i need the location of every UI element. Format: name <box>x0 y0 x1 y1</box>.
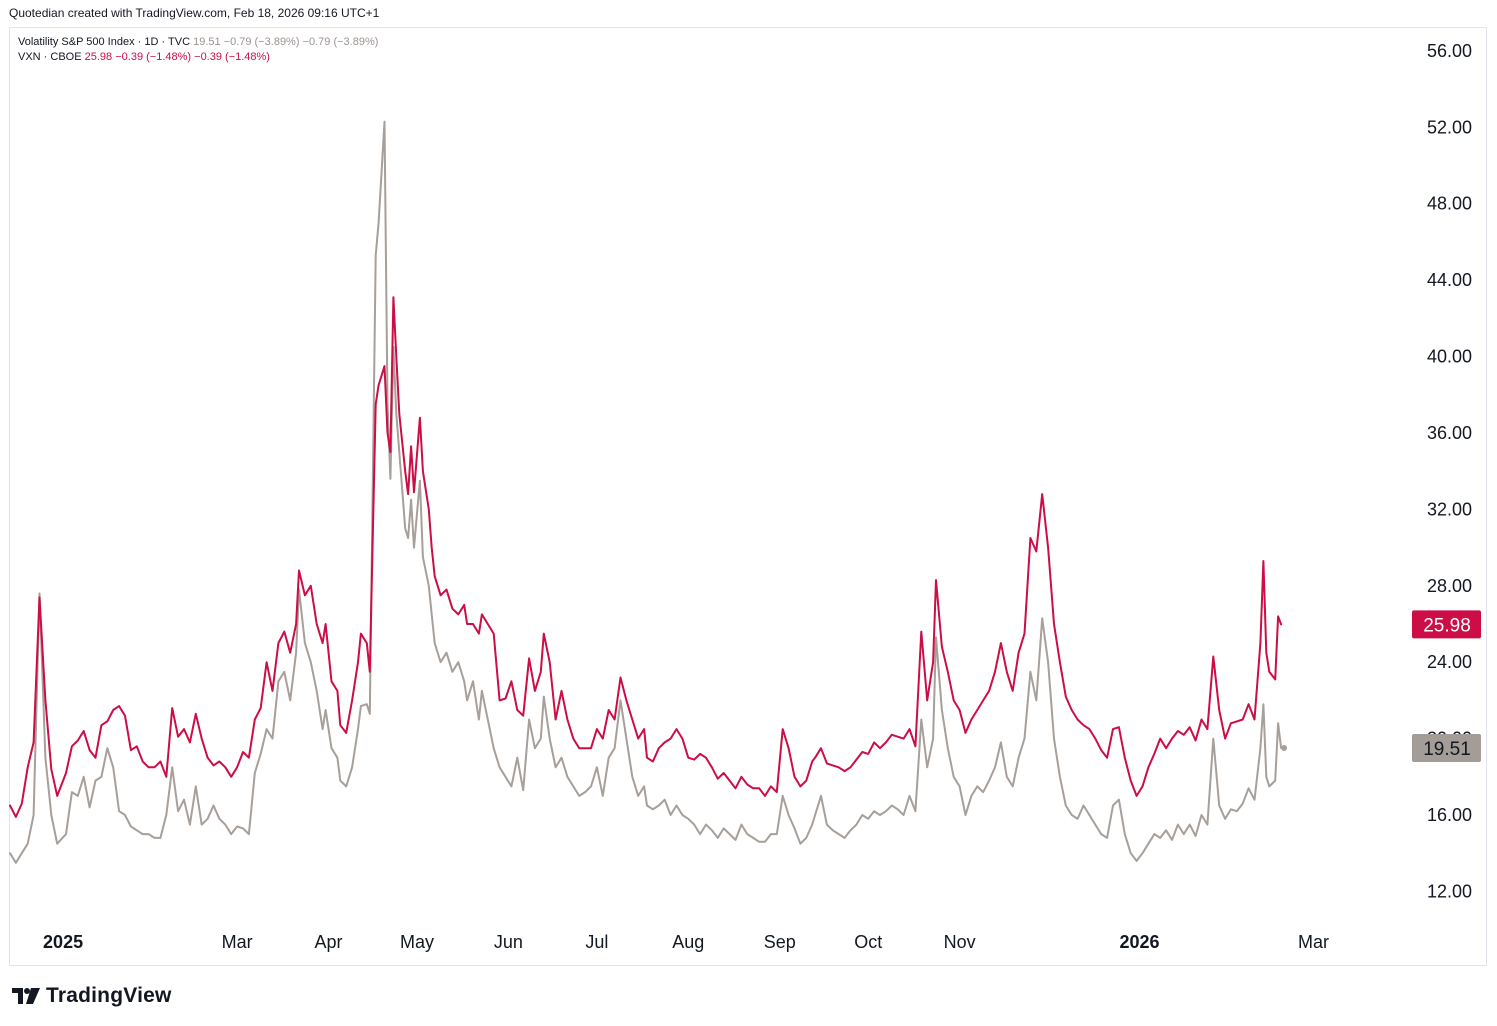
series-line-vix[interactable] <box>9 120 1283 864</box>
last-value-label-vxn: 25.98 <box>1423 615 1471 636</box>
x-tick-label: Mar <box>1298 932 1329 952</box>
x-tick-label: Mar <box>222 932 253 952</box>
x-tick-label: 2025 <box>43 932 83 952</box>
legend-vix-change-2: −0.79 (−3.89%) <box>302 36 379 48</box>
x-tick-label: May <box>400 932 434 952</box>
y-tick-label: 24.00 <box>1427 652 1472 672</box>
legend-vix-change: −0.79 (−3.89%) <box>223 36 300 48</box>
y-tick-label: 36.00 <box>1427 423 1472 443</box>
series-line-vxn[interactable] <box>9 296 1283 818</box>
y-tick-label: 16.00 <box>1427 805 1472 825</box>
x-tick-label: Oct <box>854 932 882 952</box>
legend-vix-name: Volatility S&P 500 Index · 1D · TVC <box>18 36 191 48</box>
tradingview-logo-icon <box>12 988 40 1004</box>
tradingview-logo[interactable]: TradingView <box>12 984 172 1008</box>
y-tick-label: 48.00 <box>1427 194 1472 214</box>
tradingview-brand: TradingView <box>46 984 172 1007</box>
legend-vxn-value: 25.98 <box>84 51 113 63</box>
legend-vxn-change: −0.39 (−1.48%) <box>115 51 192 63</box>
legend-row-vix[interactable]: Volatility S&P 500 Index · 1D · TVC 19.5… <box>18 35 378 50</box>
chart-caption: Quotedian created with TradingView.com, … <box>9 6 380 20</box>
x-tick-label: Aug <box>672 932 704 952</box>
y-tick-label: 52.00 <box>1427 117 1472 137</box>
y-tick-label: 44.00 <box>1427 270 1472 290</box>
x-tick-label: Nov <box>944 932 976 952</box>
y-tick-label: 32.00 <box>1427 499 1472 519</box>
x-tick-label: 2026 <box>1120 932 1160 952</box>
chart-frame <box>9 27 1487 966</box>
legend-vxn-change-2: −0.39 (−1.48%) <box>194 51 270 63</box>
legend-vxn-name: VXN · CBOE <box>18 51 82 63</box>
last-value-badge-vix <box>1412 733 1481 762</box>
series-last-point-vix <box>1281 744 1288 751</box>
last-value-badge-vxn <box>1412 610 1481 639</box>
last-value-label-vix: 19.51 <box>1423 739 1471 760</box>
legend-row-vxn[interactable]: VXN · CBOE 25.98 −0.39 (−1.48%) −0.39 (−… <box>18 50 378 65</box>
y-tick-label: 40.00 <box>1427 347 1472 367</box>
x-tick-label: Jul <box>585 932 608 952</box>
y-tick-label: 28.00 <box>1427 576 1472 596</box>
legend-vix-value: 19.51 <box>193 36 221 48</box>
x-tick-label: Jun <box>494 932 523 952</box>
x-tick-label: Apr <box>315 932 343 952</box>
x-tick-label: Sep <box>764 932 796 952</box>
y-tick-label: 12.00 <box>1427 881 1472 901</box>
legend: Volatility S&P 500 Index · 1D · TVC 19.5… <box>18 35 378 65</box>
y-tick-label: 56.00 <box>1427 41 1472 61</box>
